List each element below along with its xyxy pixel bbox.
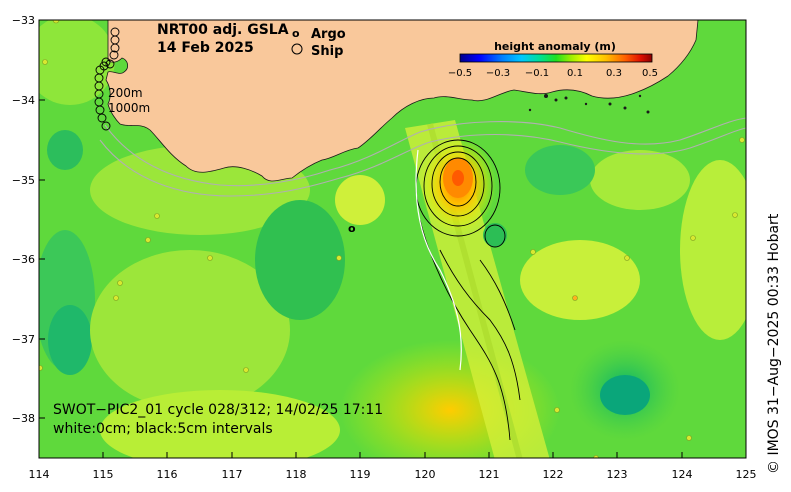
x-tick-label: 117 bbox=[222, 468, 243, 481]
zero-contour bbox=[415, 149, 462, 371]
swot-pass-label: SWOT−PIC2_01 cycle 028/312; 14/02/25 17:… bbox=[53, 402, 383, 418]
y-tick-label: −36 bbox=[12, 253, 35, 266]
x-tick-label: 118 bbox=[286, 468, 307, 481]
x-tick-label: 122 bbox=[543, 468, 564, 481]
map-title: NRT00 adj. GSLA bbox=[157, 22, 289, 38]
colorbar-tick: −0.3 bbox=[486, 68, 510, 79]
argo-legend-symbol: o bbox=[292, 27, 300, 40]
y-tick-label: −38 bbox=[12, 412, 35, 425]
colorbar-tick: 0.1 bbox=[567, 68, 583, 79]
ship-legend-label: Ship bbox=[311, 44, 343, 59]
plot-frame bbox=[38, 19, 747, 459]
x-tick-label: 116 bbox=[157, 468, 178, 481]
contour-label-200m: 200m bbox=[108, 86, 143, 100]
colorbar-tick: 0.5 bbox=[642, 68, 658, 79]
x-axis bbox=[38, 452, 747, 458]
y-tick-label: −35 bbox=[12, 174, 35, 187]
copyright-credit: © IMOS 31−Aug−2025 00:33 Hobart bbox=[766, 213, 782, 474]
colorbar-tick: 0.3 bbox=[606, 68, 622, 79]
x-tick-label: 121 bbox=[479, 468, 500, 481]
swot-contour-note: white:0cm; black:5cm intervals bbox=[53, 421, 273, 437]
x-tick-label: 114 bbox=[29, 468, 50, 481]
bathymetry-contours bbox=[99, 117, 746, 197]
y-tick-label: −33 bbox=[12, 14, 35, 27]
swot-swath bbox=[405, 120, 550, 458]
ship-legend-symbol bbox=[291, 43, 303, 55]
drifter-markers bbox=[39, 20, 745, 458]
colorbar-tick: −0.5 bbox=[448, 68, 472, 79]
x-tick-label: 119 bbox=[350, 468, 371, 481]
plot-area: o bbox=[39, 20, 746, 458]
colorbar-tick: −0.1 bbox=[525, 68, 549, 79]
y-axis bbox=[39, 19, 45, 419]
x-tick-label: 125 bbox=[736, 468, 757, 481]
contour-label-1000m: 1000m bbox=[108, 101, 150, 115]
islands bbox=[528, 94, 650, 114]
x-tick-label: 124 bbox=[672, 468, 693, 481]
ship-track bbox=[94, 27, 120, 131]
x-tick-label: 120 bbox=[415, 468, 436, 481]
map-date: 14 Feb 2025 bbox=[157, 40, 254, 56]
y-tick-label: −37 bbox=[12, 333, 35, 346]
y-tick-label: −34 bbox=[12, 94, 35, 107]
colorbar bbox=[459, 53, 653, 63]
x-tick-label: 123 bbox=[607, 468, 628, 481]
x-tick-label: 115 bbox=[93, 468, 114, 481]
colorbar-title: height anomaly (m) bbox=[494, 40, 616, 53]
argo-legend-label: Argo bbox=[311, 27, 346, 42]
argo-float-marker: o bbox=[348, 222, 356, 235]
